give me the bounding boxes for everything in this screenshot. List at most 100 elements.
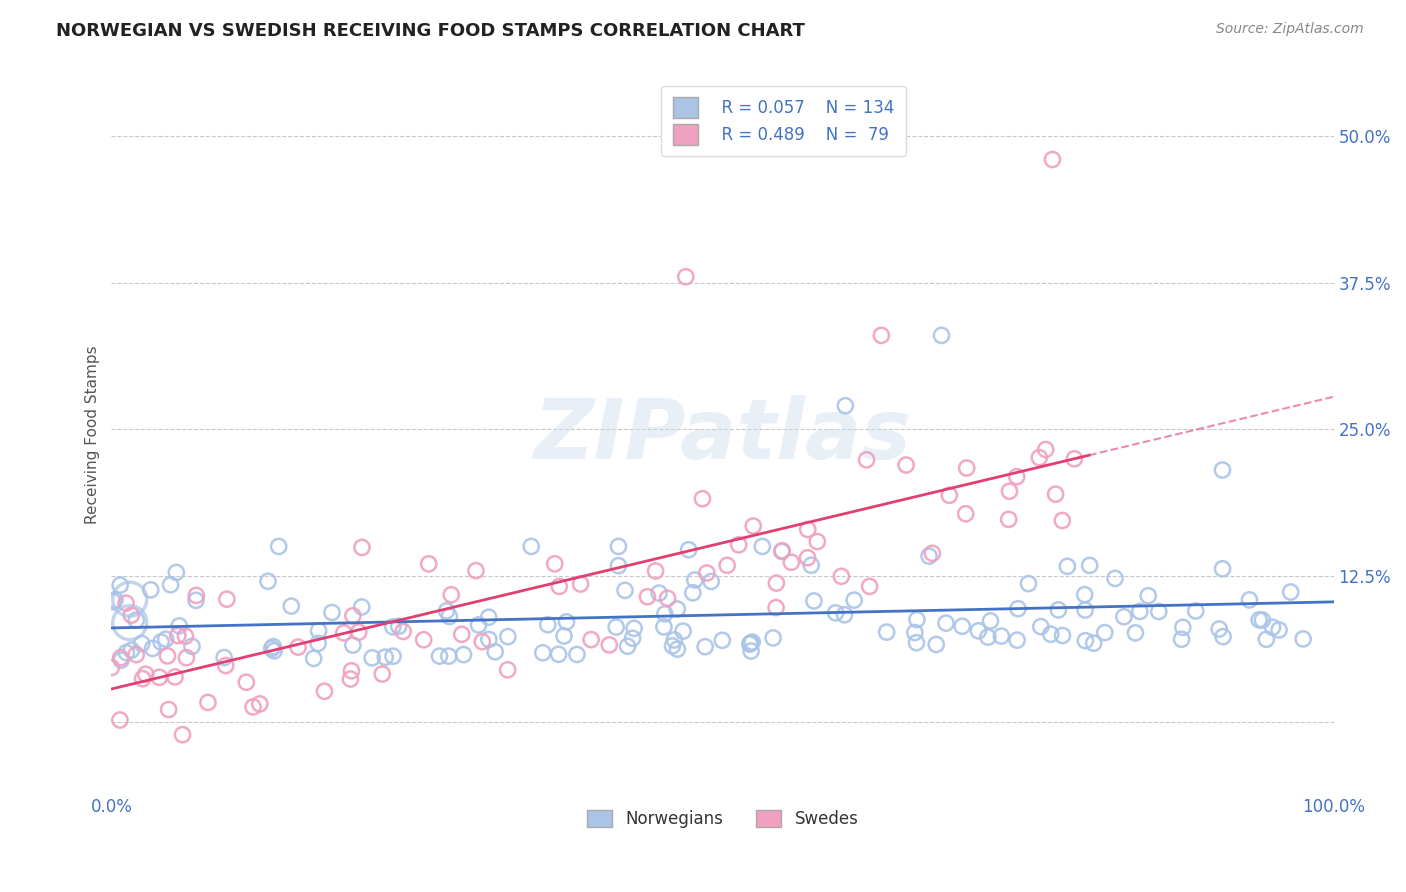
Point — [1268, 623, 1291, 637]
Point — [1045, 487, 1067, 501]
Point — [1028, 450, 1050, 465]
Point — [780, 555, 803, 569]
Point — [648, 586, 671, 600]
Point — [607, 540, 630, 554]
Point — [381, 620, 404, 634]
Point — [418, 557, 440, 571]
Point — [156, 648, 179, 663]
Point — [692, 491, 714, 506]
Point — [1112, 609, 1135, 624]
Point — [855, 452, 877, 467]
Point — [1147, 605, 1170, 619]
Point — [388, 619, 411, 633]
Point — [955, 507, 977, 521]
Point — [437, 649, 460, 664]
Point — [314, 684, 336, 698]
Point — [967, 624, 990, 638]
Point — [918, 549, 941, 563]
Point — [1029, 619, 1052, 633]
Point — [977, 630, 1000, 644]
Point — [478, 610, 501, 624]
Point — [956, 461, 979, 475]
Point — [135, 667, 157, 681]
Point — [1047, 603, 1070, 617]
Point — [108, 578, 131, 592]
Point — [184, 593, 207, 607]
Point — [644, 564, 666, 578]
Point — [683, 573, 706, 587]
Point — [484, 645, 506, 659]
Point — [1261, 620, 1284, 634]
Point — [163, 670, 186, 684]
Point — [374, 650, 396, 665]
Point — [1052, 514, 1074, 528]
Point — [440, 588, 463, 602]
Text: ZIPatlas: ZIPatlas — [533, 394, 911, 475]
Point — [565, 648, 588, 662]
Point — [806, 534, 828, 549]
Point — [478, 632, 501, 647]
Point — [905, 636, 928, 650]
Point — [762, 631, 785, 645]
Point — [797, 523, 820, 537]
Point — [834, 399, 856, 413]
Point — [350, 599, 373, 614]
Point — [260, 641, 283, 656]
Point — [1211, 463, 1233, 477]
Point — [1249, 613, 1271, 627]
Point — [110, 650, 132, 665]
Point — [159, 578, 181, 592]
Point — [110, 653, 132, 667]
Point — [741, 635, 763, 649]
Point — [661, 639, 683, 653]
Point — [157, 702, 180, 716]
Point — [553, 629, 575, 643]
Point — [347, 625, 370, 640]
Point — [675, 269, 697, 284]
Point — [666, 602, 689, 616]
Point — [342, 638, 364, 652]
Point — [429, 649, 451, 664]
Point — [465, 564, 488, 578]
Point — [1212, 562, 1234, 576]
Point — [904, 625, 927, 640]
Point — [621, 632, 644, 646]
Point — [392, 624, 415, 639]
Point — [263, 644, 285, 658]
Point — [1042, 153, 1064, 167]
Point — [579, 632, 602, 647]
Point — [765, 600, 787, 615]
Point — [302, 651, 325, 665]
Point — [1184, 604, 1206, 618]
Point — [371, 667, 394, 681]
Point — [131, 672, 153, 686]
Point — [1052, 628, 1074, 642]
Point — [742, 519, 765, 533]
Point — [623, 621, 645, 635]
Point — [467, 618, 489, 632]
Point — [262, 640, 284, 654]
Point — [1005, 633, 1028, 648]
Point — [796, 550, 818, 565]
Point — [1170, 632, 1192, 647]
Point — [672, 624, 695, 639]
Point — [925, 637, 948, 651]
Point — [131, 636, 153, 650]
Point — [174, 629, 197, 643]
Point — [176, 650, 198, 665]
Point — [607, 558, 630, 573]
Point — [605, 620, 627, 634]
Point — [332, 626, 354, 640]
Point — [696, 566, 718, 580]
Point — [115, 596, 138, 610]
Point — [598, 638, 620, 652]
Point — [1039, 627, 1062, 641]
Point — [1063, 451, 1085, 466]
Y-axis label: Receiving Food Stamps: Receiving Food Stamps — [86, 346, 100, 524]
Point — [727, 538, 749, 552]
Point — [167, 619, 190, 633]
Point — [654, 607, 676, 621]
Point — [569, 577, 592, 591]
Point — [520, 540, 543, 554]
Point — [938, 488, 960, 502]
